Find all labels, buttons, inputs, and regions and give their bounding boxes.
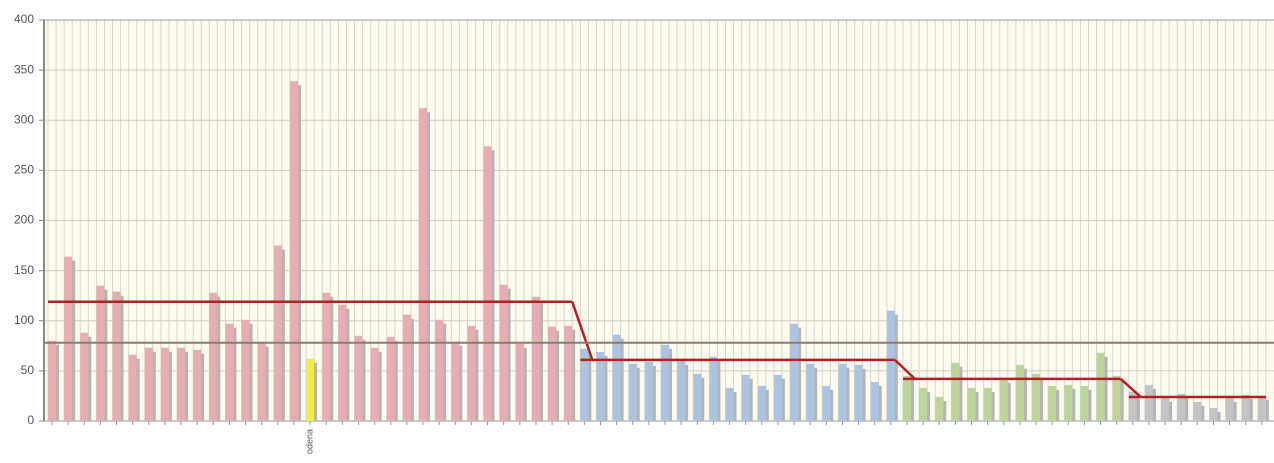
bar xyxy=(64,256,73,421)
bar xyxy=(96,285,105,421)
bar xyxy=(80,332,89,421)
bar xyxy=(193,349,202,421)
bar xyxy=(644,361,653,421)
bar xyxy=(854,364,863,421)
bar xyxy=(209,292,218,421)
bar xyxy=(1080,385,1089,421)
bar xyxy=(999,378,1008,421)
y-tick-label: 100 xyxy=(14,313,34,327)
bar xyxy=(289,81,298,421)
bar xyxy=(1225,397,1234,421)
bar xyxy=(483,146,492,421)
bar xyxy=(1241,394,1250,421)
bar xyxy=(1209,407,1218,421)
bar xyxy=(661,344,669,421)
bar xyxy=(160,347,169,421)
bar xyxy=(338,304,347,421)
y-tick-label: 400 xyxy=(14,12,34,26)
bar xyxy=(1161,397,1170,421)
bar xyxy=(225,323,234,421)
bar xyxy=(402,314,411,421)
bar xyxy=(1177,393,1186,421)
bar xyxy=(580,348,589,421)
bar xyxy=(257,342,266,421)
y-tick-label: 50 xyxy=(21,363,35,377)
y-tick-label: 200 xyxy=(14,213,34,227)
bar xyxy=(112,291,121,421)
bar xyxy=(951,362,960,421)
bar xyxy=(48,340,56,421)
step-connector xyxy=(893,358,916,380)
bar xyxy=(1032,373,1041,421)
bar xyxy=(1193,401,1202,421)
y-tick-label: 250 xyxy=(14,163,34,177)
bar xyxy=(709,356,718,421)
bar xyxy=(741,374,750,421)
bar xyxy=(1257,395,1266,421)
x-tick-label: odena xyxy=(304,429,314,454)
y-tick-label: 0 xyxy=(27,413,34,427)
bar xyxy=(564,325,573,421)
y-tick-label: 150 xyxy=(14,263,34,277)
bar xyxy=(386,336,395,421)
bar xyxy=(822,385,831,421)
bar xyxy=(419,108,428,421)
bar xyxy=(757,385,766,421)
bar xyxy=(983,387,992,421)
bar xyxy=(806,363,815,421)
bar xyxy=(531,296,540,421)
bar xyxy=(838,363,847,421)
bar xyxy=(306,358,315,421)
bar xyxy=(322,292,331,421)
bar xyxy=(451,341,460,421)
bar xyxy=(612,334,621,421)
bar xyxy=(241,319,250,421)
bar xyxy=(370,347,379,421)
bar xyxy=(1096,352,1105,421)
y-tick-label: 300 xyxy=(14,112,34,126)
bar xyxy=(790,323,799,421)
bar xyxy=(435,319,444,421)
bar xyxy=(693,373,702,421)
bar xyxy=(467,325,476,421)
bar xyxy=(677,360,686,421)
bar xyxy=(1144,384,1153,421)
bar xyxy=(548,326,557,421)
bar xyxy=(870,381,879,421)
bar xyxy=(128,354,137,421)
bar xyxy=(919,387,928,421)
bar xyxy=(515,343,524,421)
bar xyxy=(935,396,944,421)
bar xyxy=(1128,391,1137,421)
bar xyxy=(628,363,637,421)
bar xyxy=(967,387,976,421)
bar xyxy=(144,347,153,421)
bar xyxy=(1048,385,1057,421)
bar xyxy=(902,375,911,421)
bar xyxy=(177,347,186,421)
bar xyxy=(273,245,282,421)
bar xyxy=(886,310,895,421)
bar xyxy=(1064,384,1073,421)
bar xyxy=(773,374,782,421)
step-connector xyxy=(1119,377,1142,398)
step-connector xyxy=(571,301,594,361)
y-tick-label: 350 xyxy=(14,62,34,76)
bar xyxy=(1112,375,1121,421)
bar xyxy=(354,335,363,421)
bar xyxy=(499,284,508,421)
bar xyxy=(1015,364,1024,421)
bar xyxy=(725,387,734,421)
bar xyxy=(596,351,605,421)
